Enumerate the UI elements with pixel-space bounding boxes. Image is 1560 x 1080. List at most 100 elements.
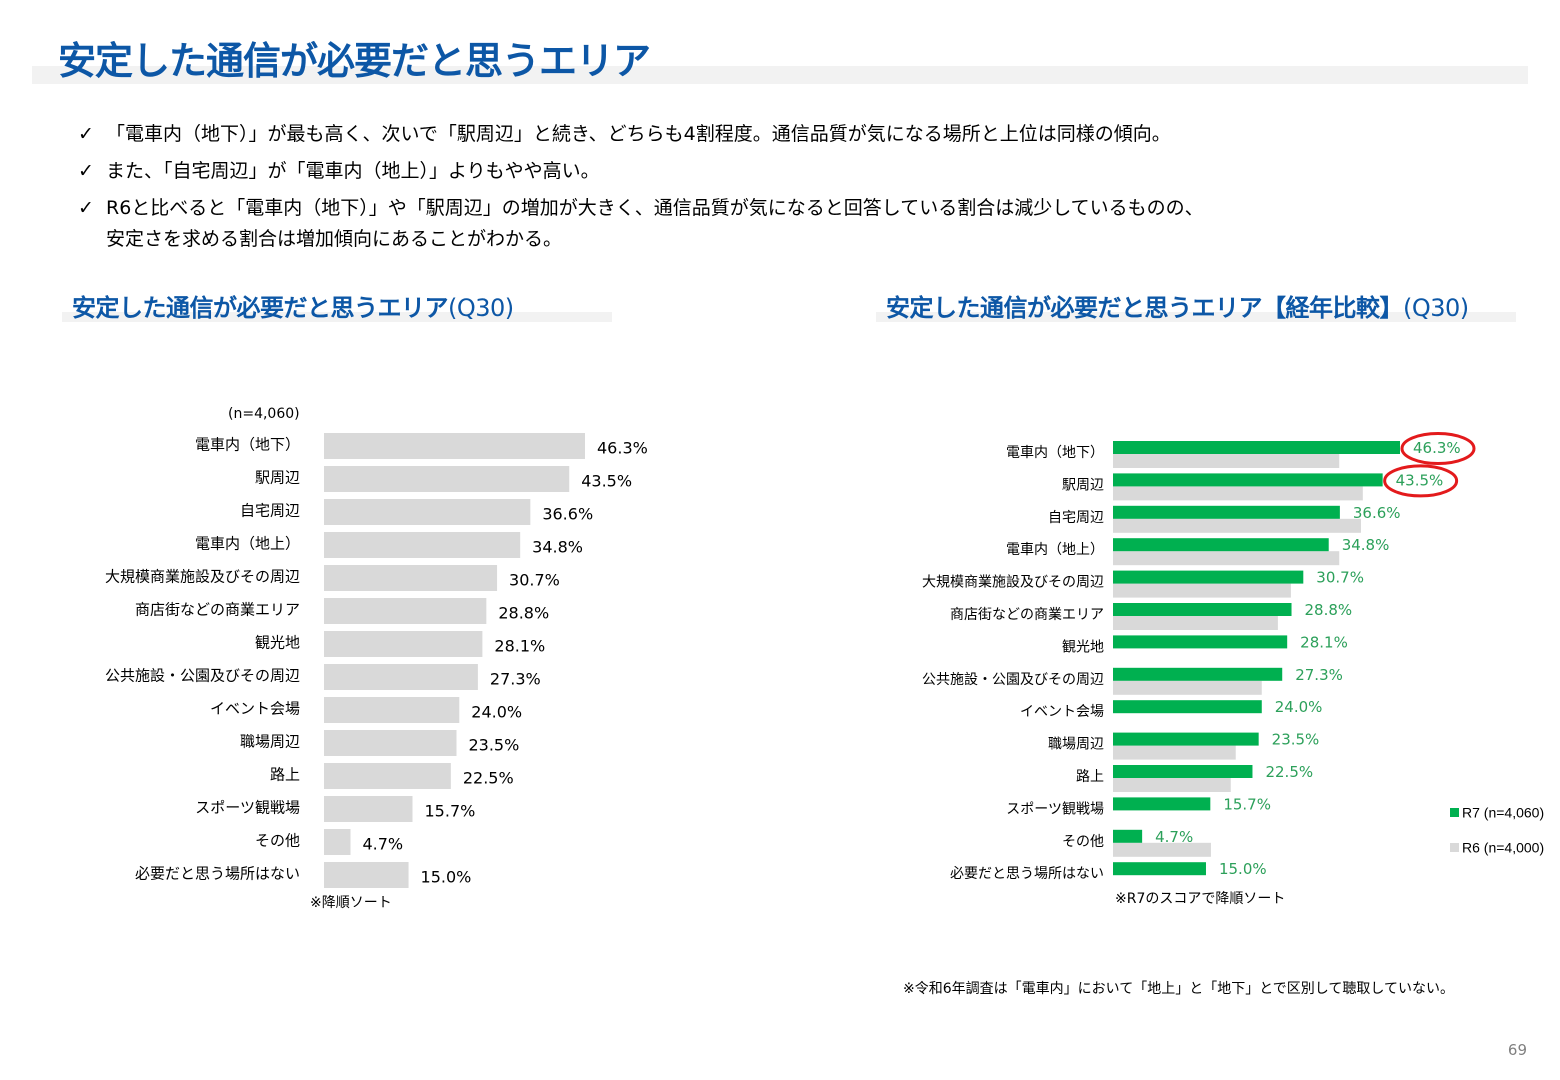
left-subtitle-band [62,312,612,322]
category-label: 電車内（地上） [195,535,300,553]
bar [324,532,521,558]
category-label: 商店街などの商業エリア [950,607,1104,623]
bar [324,631,483,657]
category-label: 必要だと思う場所はない [950,866,1104,882]
right-chart-title: 安定した通信が必要だと思うエリア【経年比較】(Q30) [886,288,1469,323]
category-label: 商店街などの商業エリア [135,601,300,619]
check-icon: ✓ [78,160,94,182]
data-label: 24.0% [1275,698,1323,716]
bar-r7 [1113,700,1262,714]
category-label: 自宅周辺 [1048,510,1104,526]
category-label: 電車内（地上） [1006,541,1104,558]
bar [324,565,498,591]
bar [324,829,351,855]
data-label: 34.8% [1342,536,1390,554]
category-label: 公共施設・公園及びその周辺 [922,672,1104,688]
category-label: 必要だと思う場所はない [135,865,300,883]
bar-r7 [1113,732,1259,746]
data-label: 23.5% [1272,731,1320,749]
bar [324,796,413,822]
bullet-continuation: 安定さを求める割合は増加傾向にあることがわかる。 [78,221,1204,258]
left-chart-title-suffix: (Q30) [448,294,514,322]
data-label: 4.7% [1155,828,1193,846]
category-label: スポーツ観戦場 [195,799,300,817]
category-label: 路上 [270,766,300,784]
data-label: 28.8% [498,604,549,623]
data-label: 27.3% [490,670,541,689]
bar-r6 [1113,454,1340,468]
bar-r7 [1113,829,1143,843]
category-label: 駅周辺 [255,469,300,487]
left-bar-chart: 電車内（地下） 46.3% 駅周辺 43.5% 自宅周辺 36.6% 電車内（地上） 34.8… [105,433,648,888]
legend-swatch [1450,843,1459,852]
bar-r7 [1113,797,1211,811]
data-label: 4.7% [362,835,403,854]
category-label: 大規模商業施設及びその周辺 [922,575,1104,591]
category-label: その他 [1062,834,1104,850]
bar-r7 [1113,862,1206,876]
bar [324,763,451,789]
data-label: 46.3% [1413,439,1461,457]
bullet-text: 「電車内（地下）」が最も高く、次いで「駅周辺」と続き、どちらも4割程度。通信品質… [106,123,1171,145]
check-icon: ✓ [78,197,94,219]
right-sort-note: ※R7のスコアで降順ソート [1115,891,1286,907]
highlight-circle [1383,464,1459,498]
bullet-text: また、「自宅周辺」が「電車内（地上）」よりもやや高い。 [106,160,600,182]
data-label: 15.0% [1219,860,1267,878]
left-chart-title-text: 安定した通信が必要だと思うエリア [72,294,449,322]
bar [324,862,409,888]
category-label: 観光地 [1062,638,1104,655]
data-label: 36.6% [542,505,593,524]
bar-r7 [1113,635,1288,649]
bullet-item: ✓ R6と比べると「電車内（地下）」や「駅周辺」の増加が大きく、通信品質が気にな… [78,190,1204,227]
bar-r7 [1113,570,1304,584]
bar-r6 [1113,486,1363,501]
right-bar-chart: 電車内（地下） 46.3% 駅周辺 43.5% 自宅周辺 36.6% 電車内（地上） 34.8… [922,432,1476,882]
category-label: 職場周辺 [240,733,300,751]
left-chart-title: 安定した通信が必要だと思うエリア(Q30) [72,288,514,323]
bar-r7 [1113,473,1383,487]
category-label: イベント会場 [1020,704,1104,720]
highlight-circle [1400,432,1476,465]
data-label: 36.6% [1353,504,1401,522]
category-label: 自宅周辺 [240,502,300,520]
data-label: 15.7% [1223,795,1271,813]
category-label: 職場周辺 [1048,737,1104,753]
bar-r7 [1113,667,1283,681]
bar [324,499,531,525]
category-label: 駅周辺 [1062,477,1104,493]
category-label: 観光地 [255,634,300,652]
bar-r7 [1113,765,1253,778]
data-label: 34.8% [532,538,583,557]
bar-r6 [1113,583,1291,598]
data-label: 24.0% [471,703,522,722]
right-chart-legend: R7 (n=4,060) R6 (n=4,000) [1450,805,1544,856]
bar [324,433,585,459]
bar-r6 [1113,518,1361,533]
right-chart-title-text: 安定した通信が必要だと思うエリア【経年比較】 [886,294,1404,322]
category-label: スポーツ観戦場 [1006,800,1104,817]
data-label: 28.1% [1300,633,1348,651]
right-chart-title-suffix: (Q30) [1403,294,1469,322]
data-label: 43.5% [581,472,632,491]
category-label: イベント会場 [210,700,300,718]
category-label: 電車内（地下） [1006,444,1104,461]
bar-r7 [1113,441,1400,454]
category-label: その他 [255,832,300,850]
page-number: 69 [1507,1041,1527,1059]
data-label: 15.7% [425,802,476,821]
bar [324,730,457,756]
data-label: 28.8% [1305,601,1353,619]
data-label: 28.1% [494,637,545,656]
data-label: 46.3% [597,439,648,458]
bar-r6 [1113,616,1278,630]
bar [324,466,570,492]
data-label: 30.7% [509,571,560,590]
bar-r7 [1113,603,1292,616]
category-label: 電車内（地下） [195,436,300,454]
legend-swatch [1450,808,1459,817]
left-sort-note: ※降順ソート [310,895,392,911]
right-subtitle-band [876,312,1516,322]
data-label: 30.7% [1316,569,1364,587]
check-icon: ✓ [78,123,94,145]
